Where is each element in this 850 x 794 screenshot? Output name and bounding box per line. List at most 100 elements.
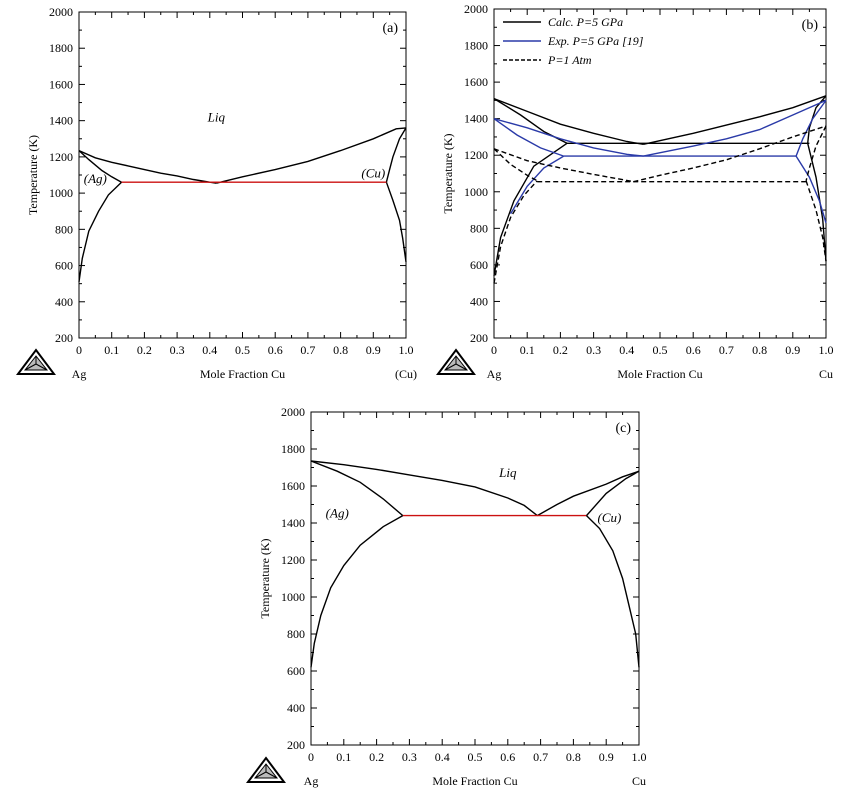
x-tick-label: 0.5 <box>468 750 483 764</box>
series-line <box>795 99 827 157</box>
y-tick-label: 400 <box>55 295 73 309</box>
legend-label: P=1 Atm <box>547 53 592 67</box>
series-line <box>78 150 122 183</box>
x-tick-label: 0.3 <box>402 750 417 764</box>
series-line <box>310 514 404 668</box>
y-tick-label: 1200 <box>281 553 305 567</box>
series-line <box>493 118 644 157</box>
y-tick-label: 800 <box>470 221 488 235</box>
x-tick-label: 0.3 <box>170 343 185 357</box>
x-tick-label: 0.7 <box>300 343 315 357</box>
x-tick-label: 0.9 <box>599 750 614 764</box>
series-line <box>385 127 407 183</box>
region-label: Liq <box>498 465 517 480</box>
y-tick-label: 1800 <box>49 41 73 55</box>
x-axis-label: Mole Fraction Cu <box>200 367 285 381</box>
right-end-label: Cu <box>632 774 646 788</box>
left-end-label: Ag <box>487 367 502 381</box>
x-tick-label: 0 <box>491 343 497 357</box>
x-tick-label: 1.0 <box>819 343 834 357</box>
x-tick-label: 0.9 <box>785 343 800 357</box>
y-tick-label: 800 <box>55 222 73 236</box>
series-line <box>536 470 640 517</box>
y-tick-label: 2000 <box>49 5 73 19</box>
x-tick-label: 0.6 <box>268 343 283 357</box>
series-line <box>310 460 404 517</box>
x-tick-label: 0.1 <box>104 343 119 357</box>
x-tick-label: 0.2 <box>369 750 384 764</box>
x-axis-label: Mole Fraction Cu <box>432 774 517 788</box>
series-line <box>310 460 538 517</box>
x-tick-label: 0.6 <box>686 343 701 357</box>
y-tick-label: 1800 <box>281 442 305 456</box>
x-tick-label: 0.7 <box>719 343 734 357</box>
y-tick-label: 200 <box>470 331 488 345</box>
x-tick-label: 0.6 <box>500 750 515 764</box>
x-tick-label: 0.7 <box>533 750 548 764</box>
x-tick-label: 0.5 <box>235 343 250 357</box>
y-tick-label: 200 <box>287 738 305 752</box>
x-tick-label: 0.4 <box>202 343 217 357</box>
x-tick-label: 0.2 <box>137 343 152 357</box>
y-tick-label: 1200 <box>49 150 73 164</box>
y-axis-label: Temperature (K) <box>26 135 40 215</box>
region-label: (Cu) <box>361 166 385 181</box>
series-line <box>493 148 538 182</box>
series-line <box>805 125 827 181</box>
panel-label: (b) <box>802 18 819 33</box>
region-label: (Cu) <box>598 510 622 525</box>
y-tick-label: 2000 <box>281 405 305 419</box>
x-tick-label: 0.9 <box>366 343 381 357</box>
y-tick-label: 1400 <box>49 114 73 128</box>
thermocalc-logo-icon <box>246 756 286 783</box>
y-tick-label: 1200 <box>464 148 488 162</box>
y-tick-label: 1600 <box>49 77 73 91</box>
x-tick-label: 0.1 <box>336 750 351 764</box>
y-tick-label: 1800 <box>464 39 488 53</box>
y-tick-label: 2000 <box>464 2 488 16</box>
series-line <box>585 470 640 517</box>
series-line <box>78 149 217 184</box>
x-tick-label: 0.8 <box>566 750 581 764</box>
series-line <box>586 515 640 668</box>
chart-panel-2: 0 0.1 0.2 0.3 0.4 0.5 0.6 0.7 0.8 0.9 1.0 200 400 600… <box>436 2 834 381</box>
x-tick-label: 1.0 <box>632 750 647 764</box>
y-axis-label: Temperature (K) <box>441 133 455 213</box>
series-line <box>807 143 827 262</box>
thermocalc-logo-icon <box>436 348 476 375</box>
series-line <box>643 99 827 157</box>
y-tick-label: 1400 <box>464 112 488 126</box>
right-end-label: Cu <box>819 367 833 381</box>
plot-frame <box>493 8 827 339</box>
x-tick-label: 0.4 <box>619 343 634 357</box>
series-line <box>493 142 568 277</box>
panel-label: (c) <box>615 421 631 436</box>
y-tick-label: 1000 <box>49 186 73 200</box>
y-tick-label: 200 <box>55 331 73 345</box>
y-axis-label: Temperature (K) <box>258 538 272 618</box>
x-tick-label: 0.1 <box>520 343 535 357</box>
plot-frame <box>78 11 407 339</box>
x-tick-label: 1.0 <box>399 343 414 357</box>
chart-panel-3: 0 0.1 0.2 0.3 0.4 0.5 0.6 0.7 0.8 0.9 1.0 200 400 600… <box>246 405 647 788</box>
y-tick-label: 400 <box>287 701 305 715</box>
region-label: (Ag) <box>326 505 349 520</box>
series-line <box>216 127 407 184</box>
series-line <box>643 95 827 145</box>
series-line <box>510 155 565 215</box>
y-tick-label: 400 <box>470 294 488 308</box>
series-line <box>493 118 564 157</box>
series-line <box>795 155 827 224</box>
thermocalc-logo-icon <box>16 348 56 375</box>
series-line <box>807 95 827 144</box>
series-line <box>493 180 538 284</box>
x-tick-label: 0.8 <box>333 343 348 357</box>
region-label: Liq <box>207 110 226 125</box>
series-line <box>78 181 122 282</box>
y-tick-label: 600 <box>287 664 305 678</box>
legend-label: Exp. P=5 GPa [19] <box>547 34 644 48</box>
left-end-label: Ag <box>304 774 319 788</box>
x-tick-label: 0.8 <box>752 343 767 357</box>
y-tick-label: 600 <box>470 258 488 272</box>
y-tick-label: 1000 <box>464 185 488 199</box>
